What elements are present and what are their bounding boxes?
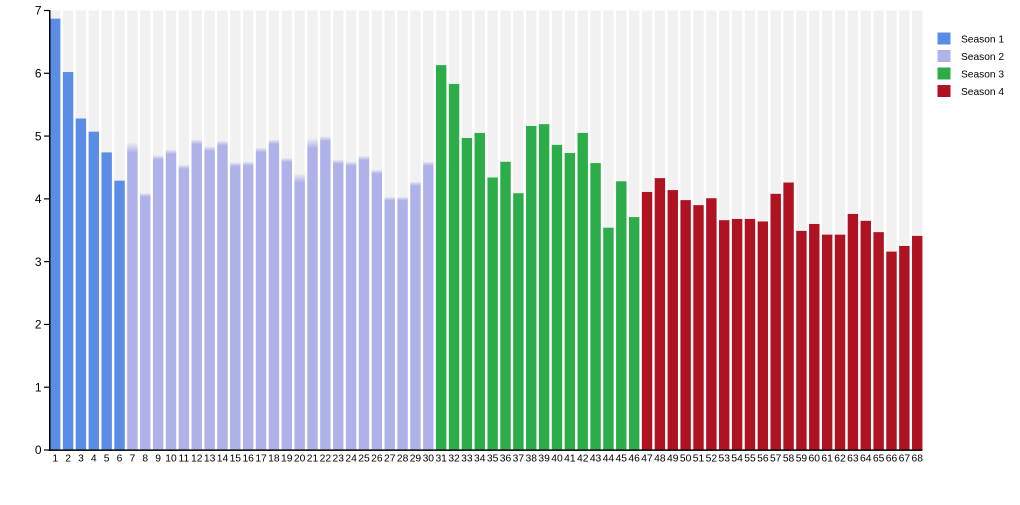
svg-text:0: 0 bbox=[35, 443, 42, 457]
svg-text:5: 5 bbox=[104, 454, 110, 465]
svg-text:1: 1 bbox=[35, 380, 42, 394]
svg-text:54: 54 bbox=[731, 454, 743, 465]
svg-text:65: 65 bbox=[873, 454, 885, 465]
svg-text:13: 13 bbox=[204, 454, 216, 465]
svg-text:63: 63 bbox=[847, 454, 859, 465]
svg-text:20: 20 bbox=[294, 454, 306, 465]
svg-text:43: 43 bbox=[590, 454, 602, 465]
svg-text:64: 64 bbox=[860, 454, 872, 465]
svg-text:3: 3 bbox=[35, 255, 42, 269]
svg-text:53: 53 bbox=[718, 454, 730, 465]
svg-text:40: 40 bbox=[551, 454, 563, 465]
svg-text:59: 59 bbox=[796, 454, 808, 465]
svg-text:10: 10 bbox=[165, 454, 177, 465]
svg-text:27: 27 bbox=[384, 454, 396, 465]
svg-text:Season 3: Season 3 bbox=[961, 69, 1004, 80]
svg-text:28: 28 bbox=[397, 454, 409, 465]
svg-text:38: 38 bbox=[526, 454, 538, 465]
svg-text:26: 26 bbox=[371, 454, 383, 465]
svg-text:17: 17 bbox=[255, 454, 267, 465]
svg-text:68: 68 bbox=[911, 454, 923, 465]
svg-text:55: 55 bbox=[744, 454, 756, 465]
svg-text:14: 14 bbox=[217, 454, 229, 465]
svg-text:3: 3 bbox=[78, 454, 84, 465]
svg-text:36: 36 bbox=[500, 454, 512, 465]
svg-text:4: 4 bbox=[35, 192, 42, 206]
svg-text:7: 7 bbox=[35, 4, 42, 18]
svg-text:25: 25 bbox=[358, 454, 370, 465]
svg-text:57: 57 bbox=[770, 454, 782, 465]
svg-text:34: 34 bbox=[474, 454, 486, 465]
svg-text:9: 9 bbox=[155, 454, 161, 465]
svg-text:52: 52 bbox=[706, 454, 718, 465]
svg-text:24: 24 bbox=[345, 454, 357, 465]
svg-text:58: 58 bbox=[783, 454, 795, 465]
svg-text:2: 2 bbox=[35, 318, 42, 332]
svg-text:47: 47 bbox=[641, 454, 653, 465]
svg-text:45: 45 bbox=[616, 454, 628, 465]
svg-text:62: 62 bbox=[834, 454, 846, 465]
svg-text:22: 22 bbox=[320, 454, 332, 465]
svg-text:30: 30 bbox=[423, 454, 435, 465]
svg-text:49: 49 bbox=[667, 454, 679, 465]
svg-text:67: 67 bbox=[899, 454, 911, 465]
svg-text:4: 4 bbox=[91, 454, 97, 465]
svg-text:2: 2 bbox=[65, 454, 71, 465]
svg-text:15: 15 bbox=[230, 454, 242, 465]
svg-text:41: 41 bbox=[564, 454, 576, 465]
svg-text:1: 1 bbox=[52, 454, 58, 465]
svg-text:19: 19 bbox=[281, 454, 293, 465]
svg-text:12: 12 bbox=[191, 454, 203, 465]
svg-text:8: 8 bbox=[142, 454, 148, 465]
svg-text:35: 35 bbox=[487, 454, 499, 465]
svg-text:51: 51 bbox=[693, 454, 705, 465]
svg-text:Season 2: Season 2 bbox=[961, 52, 1004, 63]
svg-text:32: 32 bbox=[448, 454, 460, 465]
svg-text:Season 1: Season 1 bbox=[961, 34, 1004, 45]
svg-text:5: 5 bbox=[35, 129, 42, 143]
svg-text:60: 60 bbox=[809, 454, 821, 465]
svg-text:18: 18 bbox=[268, 454, 280, 465]
svg-text:56: 56 bbox=[757, 454, 769, 465]
svg-text:31: 31 bbox=[435, 454, 447, 465]
svg-text:23: 23 bbox=[333, 454, 345, 465]
svg-text:50: 50 bbox=[680, 454, 692, 465]
svg-text:61: 61 bbox=[821, 454, 833, 465]
svg-text:44: 44 bbox=[603, 454, 615, 465]
svg-text:48: 48 bbox=[654, 454, 666, 465]
svg-text:21: 21 bbox=[307, 454, 319, 465]
svg-text:39: 39 bbox=[538, 454, 550, 465]
svg-text:66: 66 bbox=[886, 454, 898, 465]
svg-text:16: 16 bbox=[242, 454, 254, 465]
svg-text:7: 7 bbox=[130, 454, 136, 465]
svg-text:6: 6 bbox=[35, 66, 42, 80]
svg-text:11: 11 bbox=[179, 454, 190, 465]
svg-text:29: 29 bbox=[410, 454, 422, 465]
svg-text:46: 46 bbox=[628, 454, 640, 465]
svg-text:33: 33 bbox=[461, 454, 473, 465]
svg-text:37: 37 bbox=[513, 454, 525, 465]
svg-text:6: 6 bbox=[117, 454, 123, 465]
svg-text:Season 4: Season 4 bbox=[961, 87, 1004, 98]
svg-text:42: 42 bbox=[577, 454, 589, 465]
